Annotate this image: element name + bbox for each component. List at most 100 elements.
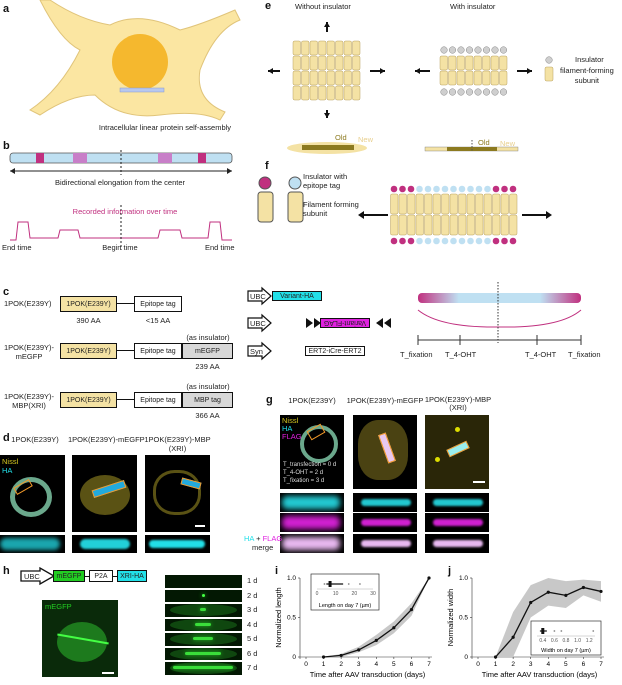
day-label: 2 d bbox=[247, 590, 258, 600]
zoom-strip bbox=[425, 534, 489, 553]
g-column-label: 1POK(E239Y) bbox=[288, 396, 336, 405]
subunit bbox=[390, 214, 399, 236]
insulator bbox=[441, 237, 449, 245]
panel-label-h: h bbox=[3, 565, 10, 577]
subunit bbox=[424, 214, 433, 236]
subunit bbox=[466, 214, 475, 236]
insulator-aa: 239 AA bbox=[195, 362, 220, 371]
cell-signal bbox=[170, 647, 237, 660]
filament-signal bbox=[200, 608, 206, 611]
insulator bbox=[390, 237, 398, 245]
insulator bbox=[475, 185, 483, 193]
time-label: T_4-OHT = 2 d bbox=[283, 470, 324, 476]
insulator bbox=[424, 185, 432, 193]
core-domain: 1POK(E239Y) bbox=[60, 392, 117, 408]
subunit bbox=[326, 55, 335, 71]
insulator bbox=[465, 88, 474, 96]
panel-label-a: a bbox=[3, 3, 10, 15]
y-tick-label: 0 bbox=[292, 654, 296, 661]
core-domain: 1POK(E239Y) bbox=[60, 343, 117, 359]
subunit bbox=[343, 55, 352, 71]
filament-signal bbox=[433, 540, 483, 547]
time-strip bbox=[165, 589, 242, 602]
promoter-label: UBC bbox=[24, 572, 40, 581]
x-tick-label: 1 bbox=[322, 661, 326, 668]
subunit bbox=[326, 70, 335, 86]
subunit bbox=[483, 193, 492, 215]
gene-box: Variant-HA bbox=[272, 291, 322, 301]
subunit bbox=[309, 70, 318, 86]
panel-label-g: g bbox=[266, 394, 273, 406]
subunit bbox=[490, 70, 499, 86]
time-strip bbox=[165, 647, 242, 660]
insulator bbox=[484, 237, 491, 245]
day-label: 5 d bbox=[247, 634, 258, 643]
promoter-label: Syn bbox=[250, 347, 263, 356]
insulator bbox=[450, 185, 457, 193]
loxp-icon bbox=[376, 318, 391, 328]
subunit bbox=[448, 55, 457, 71]
linker bbox=[117, 350, 134, 351]
merge-flag: FLAG bbox=[262, 534, 283, 543]
epitope-tag: Epitope tag bbox=[134, 392, 182, 408]
timeline-label: T_fixation bbox=[568, 350, 601, 359]
x-tick-label: 6 bbox=[410, 661, 414, 668]
subunit bbox=[456, 70, 465, 86]
subunit bbox=[301, 70, 310, 86]
old-label: Old bbox=[478, 138, 490, 147]
insulator-icon bbox=[288, 176, 302, 190]
zoom-strip bbox=[353, 513, 417, 532]
filament-signal bbox=[202, 593, 205, 597]
insulator bbox=[448, 46, 457, 54]
subunit bbox=[473, 70, 482, 86]
micrograph: mEGFP bbox=[42, 600, 118, 677]
data-point bbox=[564, 593, 568, 597]
timeline-label: T_fixation bbox=[400, 350, 433, 359]
y-tick-label: 0.5 bbox=[459, 615, 468, 622]
zoom-strip bbox=[145, 535, 210, 553]
channel-nissl: Nissl bbox=[282, 416, 299, 425]
subunit bbox=[441, 214, 450, 236]
zoom-strip bbox=[425, 513, 489, 532]
end-time-right: End time bbox=[205, 243, 235, 252]
subunit bbox=[456, 55, 465, 71]
subunit bbox=[318, 55, 327, 71]
new-label: New bbox=[500, 139, 516, 148]
subunit bbox=[398, 214, 407, 236]
subunit bbox=[292, 70, 301, 86]
inset-tick-label: 1.2 bbox=[586, 638, 593, 644]
arrowhead-icon bbox=[358, 211, 364, 219]
time-strip bbox=[165, 575, 242, 588]
insulator-epitope-label: Insulator with epitope tag bbox=[303, 172, 348, 190]
insulator bbox=[474, 88, 482, 96]
data-point bbox=[392, 626, 396, 630]
legend-insulator-icon bbox=[545, 56, 553, 64]
subunit bbox=[301, 40, 310, 56]
micrograph: Nissl HA bbox=[0, 455, 65, 532]
data-point bbox=[511, 635, 515, 639]
inset-xlabel: Length on day 7 (µm) bbox=[319, 603, 372, 609]
inset-tick-label: 30 bbox=[370, 591, 376, 597]
subunit bbox=[309, 40, 318, 56]
x-tick-label: 1 bbox=[494, 661, 498, 668]
insulator bbox=[475, 237, 483, 245]
insulator bbox=[482, 46, 491, 54]
zoom-strip bbox=[353, 534, 417, 553]
insulator bbox=[467, 237, 474, 245]
subunit bbox=[509, 193, 518, 215]
subunit bbox=[309, 55, 318, 71]
promoter-arrow-icon bbox=[247, 341, 272, 361]
inset-tick-label: 0.8 bbox=[563, 638, 570, 644]
insulator bbox=[390, 185, 398, 193]
channel-flag: FLAG bbox=[282, 432, 302, 441]
panel-label-d: d bbox=[3, 432, 10, 444]
data-point bbox=[493, 655, 498, 659]
subunit bbox=[499, 70, 508, 86]
micrograph bbox=[145, 455, 210, 532]
inset-median bbox=[328, 581, 332, 587]
loxp-icon bbox=[306, 318, 321, 328]
scale-bar bbox=[473, 481, 485, 483]
x-tick-label: 2 bbox=[339, 661, 343, 668]
subunit bbox=[458, 193, 467, 215]
time-strip bbox=[165, 662, 242, 675]
